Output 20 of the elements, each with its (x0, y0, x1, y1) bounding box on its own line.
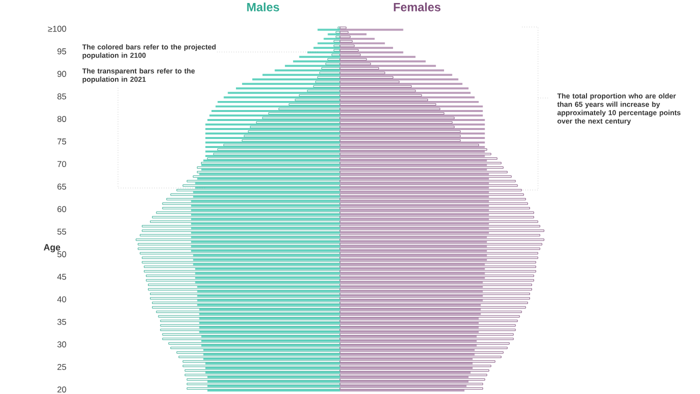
y-tick-label: 75 (58, 138, 66, 144)
text: Males (247, 2, 280, 12)
text: Females (394, 2, 440, 12)
y-tick-label: 25 (57, 364, 66, 370)
y-tick-label: 95 (57, 48, 66, 54)
y-tick-label: 90 (57, 70, 66, 77)
y-tick-label: 40 (57, 296, 66, 302)
y-tick-label: 20 (57, 386, 66, 392)
y-tick-label: 45 (57, 274, 66, 280)
y-tick-label: 70 (58, 161, 66, 168)
y-tick-label: 85 (57, 93, 66, 100)
y-tick-label: 35 (57, 318, 66, 325)
y-tick-label: 50 (57, 251, 66, 258)
y-tick-label: ≥100 (48, 26, 66, 32)
y-axis-title: Age (44, 244, 60, 252)
y-tick-label: 55 (57, 228, 66, 235)
y-tick-label: 80 (57, 116, 66, 122)
y-tick-label: 65 (58, 184, 66, 190)
y-tick-label: 60 (58, 206, 66, 212)
y-tick-label: 30 (57, 341, 66, 348)
